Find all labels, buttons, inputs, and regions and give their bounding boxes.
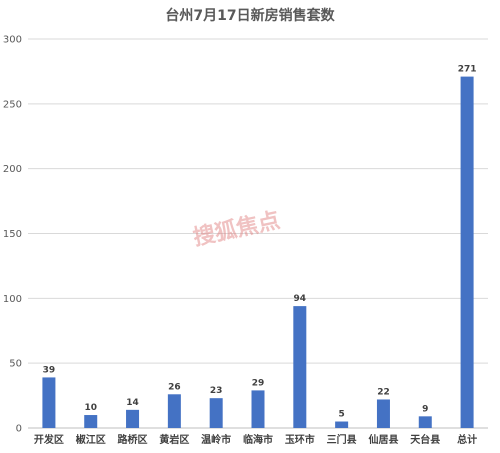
category-label: 三门县: [327, 433, 357, 446]
y-axis-ticks: 0 50 100 150 200 250 300: [3, 35, 22, 435]
category-label: 黄岩区: [159, 433, 189, 446]
bars: [42, 76, 474, 428]
bar: [126, 409, 140, 428]
data-label: 22: [377, 387, 390, 397]
category-label: 临海市: [243, 433, 273, 446]
chart-title: 台州7月17日新房销售套数: [165, 7, 335, 24]
gridlines: [28, 38, 488, 429]
bar: [84, 415, 98, 428]
data-labels: 39 10 14 26 23 29 94 5 22 9 271: [43, 65, 477, 420]
bar: [376, 399, 390, 428]
watermark: 搜狐焦点: [191, 207, 282, 251]
y-tick-label: 250: [3, 99, 22, 110]
bar: [42, 377, 56, 428]
bar: [209, 398, 223, 428]
data-label: 5: [339, 410, 345, 420]
category-label: 路桥区: [118, 433, 148, 446]
y-tick-label: 50: [9, 359, 22, 370]
y-tick-label: 300: [3, 35, 22, 46]
category-label: 天台县: [410, 433, 440, 446]
category-label: 仙居县: [368, 433, 398, 446]
category-label: 温岭市: [201, 433, 231, 446]
x-axis-categories: 开发区 椒江区 路桥区 黄岩区 温岭市 临海市 玉环市 三门县 仙居县 天台县 总计: [34, 433, 477, 446]
bar: [167, 394, 181, 428]
bar: [460, 76, 474, 428]
data-label: 23: [210, 386, 223, 396]
y-tick-label: 0: [16, 424, 22, 435]
data-label: 29: [252, 378, 265, 388]
data-label: 94: [294, 294, 307, 304]
category-label: 总计: [457, 433, 477, 446]
bar: [418, 416, 432, 428]
data-label: 271: [458, 65, 477, 75]
bar: [335, 421, 349, 428]
category-label: 玉环市: [285, 433, 315, 446]
data-label: 10: [84, 403, 97, 413]
y-tick-label: 200: [3, 164, 22, 175]
data-label: 9: [422, 404, 428, 414]
bar: [251, 390, 265, 428]
data-label: 26: [168, 382, 181, 392]
y-tick-label: 150: [3, 229, 22, 240]
data-label: 14: [126, 398, 139, 408]
category-label: 椒江区: [76, 433, 106, 446]
bar: [293, 306, 307, 428]
category-label: 开发区: [34, 433, 64, 446]
y-tick-label: 100: [3, 294, 22, 305]
data-label: 39: [43, 365, 56, 375]
